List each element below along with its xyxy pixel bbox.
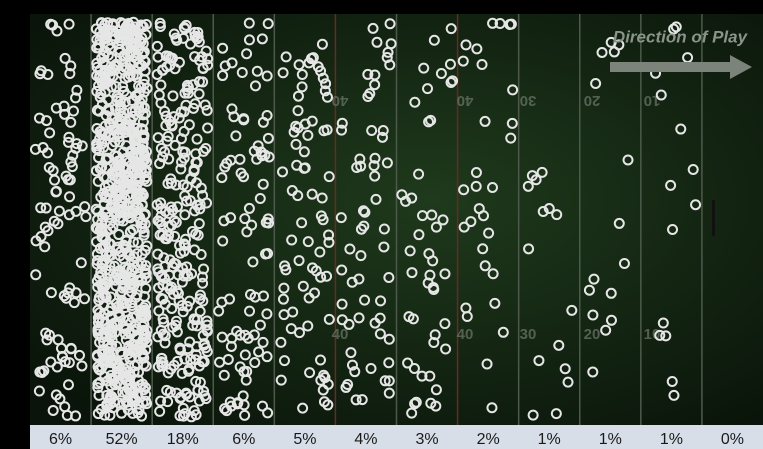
yard-number: 40 bbox=[457, 92, 474, 109]
zone-percent: 5% bbox=[293, 431, 316, 448]
zone-percent: 0% bbox=[721, 431, 744, 448]
zone-percent: 6% bbox=[49, 431, 72, 448]
zone-percent: 2% bbox=[477, 431, 500, 448]
zone-percent: 4% bbox=[354, 431, 377, 448]
zone-percent: 3% bbox=[415, 431, 438, 448]
yard-number: 10 bbox=[644, 92, 661, 109]
chart: 40404040303020201010 Direction of Play 6… bbox=[0, 0, 763, 449]
yard-number: 30 bbox=[520, 92, 537, 109]
label-strip bbox=[30, 425, 763, 449]
yard-number: 30 bbox=[520, 326, 537, 343]
yard-number: 20 bbox=[584, 92, 601, 109]
zone-percent: 18% bbox=[167, 431, 199, 448]
yard-number: 40 bbox=[457, 326, 474, 343]
zone-percent: 1% bbox=[538, 431, 561, 448]
yard-number: 20 bbox=[584, 326, 601, 343]
direction-label: Direction of Play bbox=[613, 27, 749, 46]
yard-number: 40 bbox=[332, 92, 349, 109]
zone-percent: 6% bbox=[232, 431, 255, 448]
goal-post bbox=[712, 200, 715, 236]
zone-percent: 52% bbox=[106, 431, 138, 448]
zone-percent: 1% bbox=[599, 431, 622, 448]
zone-percent: 1% bbox=[660, 431, 683, 448]
